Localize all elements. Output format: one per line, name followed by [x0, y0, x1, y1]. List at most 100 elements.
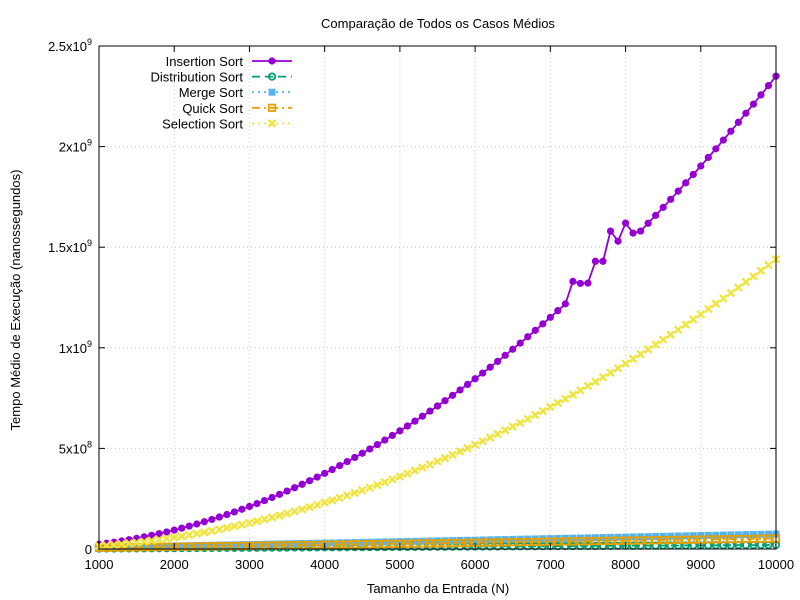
data-point-quick-sort	[636, 536, 645, 545]
data-point-insertion-sort	[163, 528, 171, 536]
data-point-merge-sort	[418, 537, 426, 545]
data-point-insertion-sort	[336, 461, 344, 470]
data-point-merge-sort	[381, 538, 389, 546]
data-point-insertion-sort	[501, 351, 509, 359]
data-point-insertion-sort	[606, 227, 615, 235]
data-point-merge-sort	[388, 538, 396, 546]
data-point-insertion-sort	[764, 81, 773, 90]
data-point-selection-sort	[538, 406, 548, 416]
legend-item-distribution-sort: Distribution Sort	[151, 70, 292, 85]
data-point-quick-sort	[455, 538, 465, 548]
data-point-merge-sort	[200, 541, 208, 549]
data-point-selection-sort	[312, 500, 322, 510]
data-point-quick-sort	[553, 537, 562, 546]
data-point-selection-sort	[380, 477, 390, 487]
data-point-selection-sort	[237, 520, 247, 529]
data-point-quick-sort	[666, 535, 675, 545]
x-tick-label: 1000	[85, 557, 114, 572]
data-point-selection-sort	[245, 518, 254, 528]
data-point-quick-sort	[523, 537, 532, 547]
data-point-insertion-sort	[238, 505, 246, 513]
data-point-insertion-sort	[388, 431, 396, 440]
data-point-quick-sort	[598, 536, 608, 546]
data-point-selection-sort	[455, 447, 465, 456]
data-point-quick-sort	[613, 536, 623, 545]
data-point-insertion-sort	[652, 211, 660, 219]
data-point-selection-sort	[636, 349, 645, 359]
data-point-quick-sort	[305, 540, 314, 550]
data-point-quick-sort	[538, 537, 547, 546]
data-point-selection-sort	[162, 534, 172, 543]
data-point-merge-sort	[734, 531, 742, 539]
data-point-insertion-sort	[283, 487, 291, 495]
data-point-insertion-sort	[456, 386, 464, 394]
data-point-insertion-sort	[275, 490, 284, 498]
data-point-insertion-sort	[441, 397, 449, 405]
data-point-insertion-sort	[426, 407, 434, 415]
data-point-selection-sort	[703, 304, 713, 314]
data-point-quick-sort	[297, 541, 307, 550]
data-point-merge-sort	[719, 531, 727, 539]
x-tick-label: 9000	[686, 557, 715, 572]
data-point-merge-sort	[276, 540, 284, 548]
data-point-selection-sort	[230, 521, 239, 531]
data-point-quick-sort	[365, 540, 374, 549]
data-point-selection-sort	[305, 502, 314, 512]
data-point-insertion-sort	[749, 100, 758, 108]
data-point-quick-sort	[696, 535, 705, 544]
data-point-quick-sort	[373, 540, 382, 549]
data-point-insertion-sort	[200, 518, 208, 526]
data-point-insertion-sort	[591, 257, 600, 265]
data-point-insertion-sort	[494, 357, 502, 365]
data-point-selection-sort	[388, 475, 397, 484]
x-tick-label: 7000	[536, 557, 565, 572]
data-point-merge-sort	[215, 541, 223, 549]
data-point-quick-sort	[628, 536, 638, 545]
data-point-selection-sort	[696, 309, 706, 319]
data-point-selection-sort	[643, 345, 653, 354]
data-point-insertion-sort	[516, 339, 524, 347]
data-point-insertion-sort	[268, 493, 276, 502]
data-point-selection-sort	[561, 394, 570, 404]
data-point-insertion-sort	[637, 227, 645, 235]
data-point-insertion-sort	[727, 127, 735, 135]
data-point-quick-sort	[486, 538, 495, 547]
data-point-insertion-sort	[411, 417, 419, 425]
data-point-insertion-sort	[644, 219, 652, 227]
data-point-quick-sort	[380, 539, 389, 549]
data-point-quick-sort	[606, 536, 615, 545]
axis-ticks: 1000 2000 3000 4000 5000 6000 7000 8000 9000 1000…	[48, 37, 794, 572]
data-point-selection-sort	[372, 480, 382, 490]
data-point-insertion-sort	[704, 153, 712, 162]
data-point-selection-sort	[493, 429, 503, 439]
data-point-quick-sort	[501, 538, 510, 547]
data-point-merge-sort	[140, 542, 148, 550]
data-point-insertion-sort	[313, 473, 321, 481]
data-point-selection-sort	[320, 498, 330, 507]
data-point-quick-sort	[440, 539, 450, 548]
data-point-insertion-sort	[358, 449, 366, 457]
legend-marker	[267, 119, 277, 128]
data-point-quick-sort	[659, 536, 668, 545]
data-point-insertion-sort	[433, 402, 442, 410]
data-point-selection-sort	[102, 541, 111, 550]
data-point-merge-sort	[268, 540, 276, 548]
data-point-insertion-sort	[742, 109, 750, 117]
data-point-insertion-sort	[328, 465, 336, 474]
data-point-insertion-sort	[674, 187, 682, 195]
data-point-insertion-sort	[561, 300, 569, 308]
data-point-insertion-sort	[719, 136, 727, 144]
legend-label: Quick Sort	[182, 101, 243, 116]
legend-label: Merge Sort	[179, 85, 244, 100]
legend-label: Distribution Sort	[151, 70, 244, 85]
data-point-insertion-sort	[486, 363, 494, 371]
data-point-merge-sort	[366, 538, 374, 546]
x-tick-label: 6000	[461, 557, 490, 572]
data-point-quick-sort	[651, 536, 660, 545]
data-point-merge-sort	[358, 538, 366, 546]
data-point-quick-sort	[756, 534, 766, 543]
data-point-quick-sort	[425, 539, 435, 548]
x-tick-label: 4000	[310, 557, 339, 572]
data-point-quick-sort	[493, 538, 502, 547]
data-point-selection-sort	[169, 533, 179, 542]
